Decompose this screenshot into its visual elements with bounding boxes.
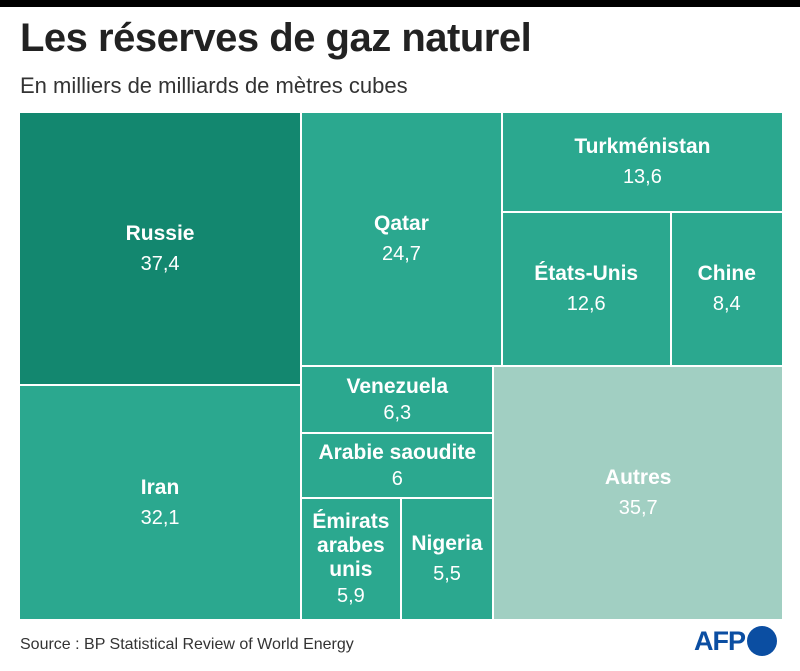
afp-logo-text: AFP	[694, 625, 746, 656]
tile-value-nigeria: 5,5	[433, 562, 461, 585]
tile-value-chine: 8,4	[712, 292, 741, 315]
tile-value-iran: 32,1	[140, 506, 180, 529]
tile-arabie-saoudite: Arabie saoudite 6	[301, 433, 494, 498]
tile-russie: Russie 37,4	[19, 112, 302, 386]
tile-autres: Autres 35,7	[493, 365, 783, 620]
tile-label-qatar: Qatar	[374, 211, 429, 235]
tile-turkmenistan: Turkménistan 13,6	[501, 112, 783, 212]
tile-value-emirats-arabes-unis: 5,9	[336, 584, 365, 607]
tile-label-turkmenistan: Turkménistan	[574, 134, 711, 158]
chart-title: Les réserves de gaz naturel	[20, 16, 532, 60]
tile-label-iran: Iran	[140, 475, 180, 499]
afp-logo-dot	[747, 626, 777, 656]
treemap: Russie 37,4 Iran 32,1 Qatar 24,7 Turkménistan 1…	[19, 112, 783, 620]
tile-label-venezuela: Venezuela	[346, 374, 449, 398]
tile-venezuela: Venezuela 6,3	[301, 365, 494, 434]
tile-value-venezuela: 6,3	[383, 401, 412, 424]
tile-emirats-arabes-unis: Émirats arabes unis 5,9	[301, 497, 401, 620]
tile-value-turkmenistan: 13,6	[622, 165, 662, 188]
tile-value-autres: 35,7	[618, 496, 658, 519]
tile-nigeria: Nigeria 5,5	[400, 497, 494, 620]
tile-value-russie: 37,4	[140, 252, 180, 275]
tile-chine: Chine 8,4	[670, 211, 783, 366]
tile-label-nigeria: Nigeria	[411, 531, 483, 555]
tile-value-etats-unis: 12,6	[566, 292, 606, 315]
tile-label-russie: Russie	[125, 221, 195, 245]
top-rule	[0, 0, 800, 7]
tile-value-qatar: 24,7	[382, 242, 421, 265]
tile-label-etats-unis: États-Unis	[534, 261, 639, 285]
tile-etats-unis: États-Unis 12,6	[501, 211, 671, 366]
tile-value-arabie-saoudite: 6	[391, 467, 403, 490]
tile-label-chine: Chine	[697, 261, 756, 285]
tile-label-autres: Autres	[604, 465, 672, 489]
tile-qatar: Qatar 24,7	[301, 112, 502, 366]
tile-label-arabie-saoudite: Arabie saoudite	[318, 440, 477, 464]
tile-label-emirats-arabes-unis: Émirats arabes unis	[312, 509, 390, 581]
chart-subtitle: En milliers de milliards de mètres cubes	[20, 73, 408, 98]
afp-logo: AFP	[694, 624, 777, 658]
tile-iran: Iran 32,1	[19, 385, 302, 620]
source-note: Source : BP Statistical Review of World …	[20, 636, 354, 653]
